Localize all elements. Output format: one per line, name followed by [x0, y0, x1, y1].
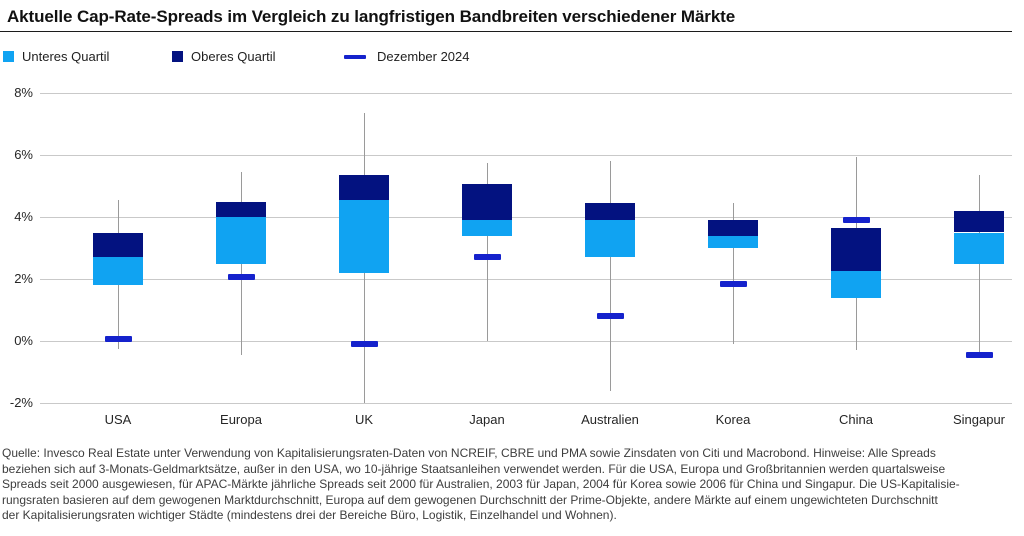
lower-quartile-box-Japan	[462, 220, 512, 236]
source-note-line: rungsraten basieren auf dem gewogenen Ma…	[2, 492, 938, 507]
upper-quartile-swatch-icon	[172, 51, 183, 62]
upper-quartile-box-UK	[339, 175, 389, 200]
dec-2024-marker-Europa	[228, 274, 255, 281]
legend-item-december-2024: Dezember 2024	[344, 49, 470, 64]
whisker-Australien	[610, 161, 611, 391]
x-label-China: China	[839, 412, 873, 427]
upper-quartile-box-Singapur	[954, 210, 1004, 233]
dec-2024-marker-Singapur	[966, 351, 993, 358]
dec-2024-marker-Korea	[720, 280, 747, 287]
y-tick-8pct: 8%	[14, 85, 33, 100]
title-divider	[0, 31, 1012, 32]
source-note-line: beziehen sich auf 3-Monats-Geldmarktsätz…	[2, 461, 946, 476]
legend-item-upper-quartile: Oberes Quartil	[172, 49, 276, 64]
upper-quartile-box-USA	[93, 232, 143, 258]
gridline-8pct	[40, 93, 1012, 94]
whisker-Japan	[487, 162, 488, 341]
x-label-UK: UK	[354, 412, 374, 427]
upper-quartile-box-Australien	[585, 203, 635, 221]
lower-quartile-box-Australien	[585, 220, 635, 258]
y-tick-0pct: 0%	[14, 333, 33, 348]
lower-quartile-box-China	[831, 271, 881, 298]
y-tick-6pct: 6%	[14, 147, 33, 162]
gridline--2pct	[40, 403, 1012, 404]
gridline-4pct	[40, 217, 1012, 218]
legend-item-lower-quartile: Unteres Quartil	[3, 49, 109, 64]
page-title: Aktuelle Cap-Rate-Spreads im Vergleich z…	[7, 7, 736, 26]
upper-quartile-box-Europa	[216, 201, 266, 217]
upper-quartile-box-Japan	[462, 184, 512, 221]
lower-quartile-box-USA	[93, 257, 143, 286]
dec-2024-marker-Australien	[597, 313, 624, 320]
dec-2024-marker-USA	[105, 336, 132, 343]
chart-legend: Unteres Quartil Oberes Quartil Dezember …	[0, 49, 1024, 65]
y-tick--2pct: -2%	[9, 395, 33, 410]
y-tick-2pct: 2%	[14, 271, 33, 286]
lower-quartile-swatch-icon	[3, 51, 14, 62]
dec-2024-marker-Japan	[474, 254, 501, 261]
x-label-Australien: Australien	[581, 412, 639, 427]
whisker-Singapur	[979, 175, 980, 355]
source-note-line: Quelle: Invesco Real Estate unter Verwen…	[2, 446, 936, 460]
lower-quartile-box-Europa	[216, 217, 266, 264]
y-tick-4pct: 4%	[14, 209, 33, 224]
lower-quartile-box-Singapur	[954, 232, 1004, 264]
gridline-0pct	[40, 341, 1012, 342]
x-label-Korea: Korea	[715, 412, 751, 427]
legend-label: Dezember 2024	[377, 49, 470, 64]
whisker-Korea	[733, 203, 734, 345]
upper-quartile-box-Korea	[708, 220, 758, 236]
x-label-Singapur: Singapur	[952, 412, 1006, 427]
x-label-Japan: Japan	[469, 412, 505, 427]
lower-quartile-box-UK	[339, 199, 389, 273]
source-note-line: der Kapitalisierungsraten wichtiger Städ…	[2, 508, 617, 522]
upper-quartile-box-China	[831, 227, 881, 272]
legend-label: Oberes Quartil	[191, 49, 276, 64]
lower-quartile-box-Korea	[708, 235, 758, 248]
source-note: Quelle: Invesco Real Estate unter Verwen…	[2, 446, 1016, 524]
dec-2024-marker-China	[843, 217, 870, 224]
dec-2024-marker-UK	[351, 341, 378, 348]
legend-label: Unteres Quartil	[22, 49, 110, 64]
x-label-Europa: Europa	[220, 412, 262, 427]
x-label-USA: USA	[104, 412, 132, 427]
gridline-2pct	[40, 279, 1012, 280]
gridline-6pct	[40, 155, 1012, 156]
source-note-line: Spreads seit 2000 ausgewiesen, für APAC-…	[2, 477, 960, 491]
december-2024-dash-icon	[344, 54, 366, 59]
